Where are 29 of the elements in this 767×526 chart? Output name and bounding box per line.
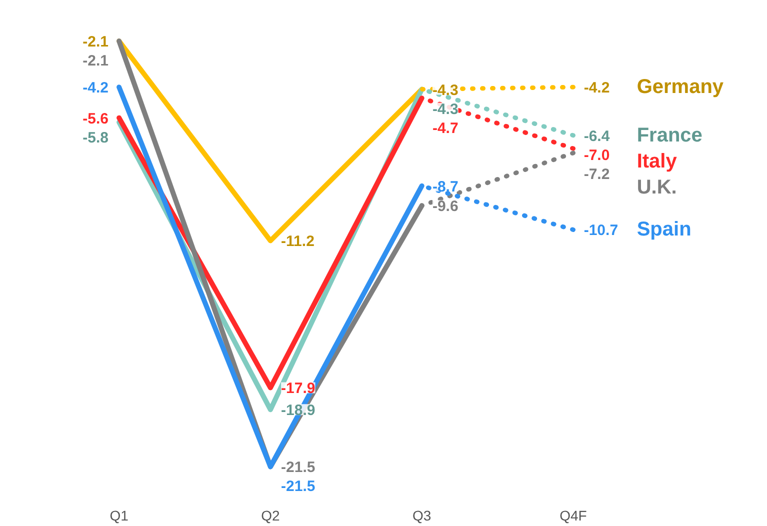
data-label: -9.6 [432, 198, 458, 216]
data-label: -5.6 [82, 110, 108, 128]
data-label: -17.9 [281, 380, 316, 398]
text: France [636, 124, 702, 146]
data-label: -10.7 [584, 222, 618, 240]
data-label: -18.9 [281, 402, 316, 420]
text: Italy [636, 150, 678, 172]
data-label: -2.1 [82, 52, 108, 70]
x-tick-label: Q4F [560, 508, 587, 524]
text: U.K. [636, 176, 677, 198]
data-label: -6.4 [584, 128, 610, 145]
data-label: -4.2 [584, 80, 610, 97]
data-label: -7.2 [584, 166, 610, 183]
data-label: -21.5 [281, 478, 316, 496]
data-label: -11.2 [281, 233, 314, 250]
x-tick-label: Q2 [261, 508, 280, 524]
data-label: -4.3 [432, 82, 458, 99]
data-label: -8.7 [432, 178, 458, 196]
data-label: -4.2 [82, 80, 108, 97]
data-label: -21.5 [281, 459, 316, 476]
text: Germany [636, 76, 724, 98]
data-label: -4.7 [432, 120, 458, 137]
text: Spain [636, 218, 692, 241]
x-tick-label: Q3 [412, 508, 432, 524]
data-label: -7.0 [584, 146, 610, 164]
data-label: -4.3 [432, 100, 458, 118]
x-tick-label: Q1 [110, 508, 129, 524]
data-label: -2.1 [82, 34, 108, 51]
data-label: -5.8 [82, 129, 108, 146]
